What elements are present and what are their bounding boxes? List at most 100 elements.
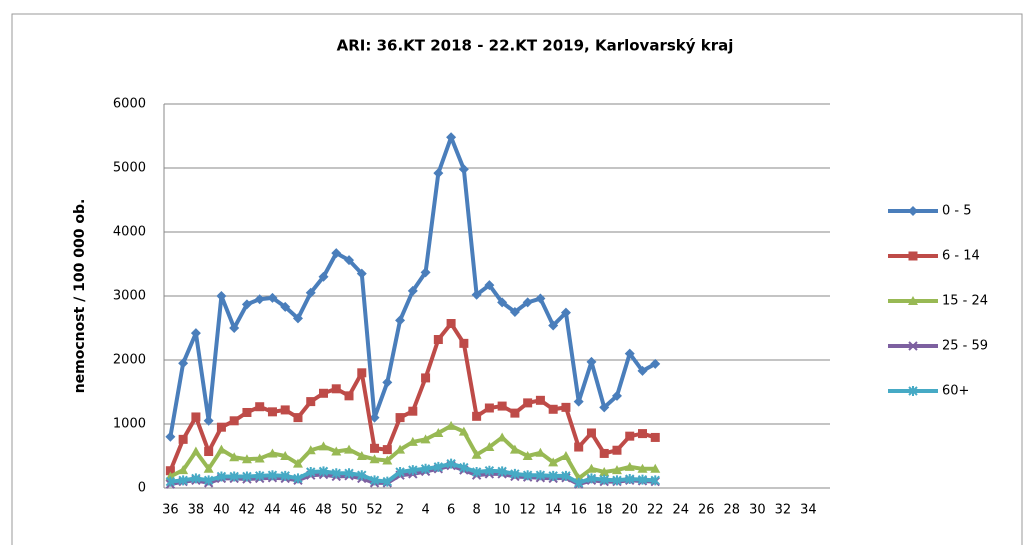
marker bbox=[408, 406, 418, 416]
marker bbox=[178, 465, 189, 475]
marker bbox=[306, 397, 316, 407]
marker bbox=[484, 465, 495, 476]
marker bbox=[420, 463, 431, 474]
x-tick-label: 4 bbox=[421, 503, 429, 518]
marker bbox=[637, 474, 648, 485]
marker bbox=[548, 470, 558, 481]
marker bbox=[522, 470, 533, 481]
marker bbox=[318, 466, 329, 477]
marker bbox=[421, 373, 431, 383]
marker bbox=[178, 358, 189, 369]
legend-label: 6 - 14 bbox=[942, 249, 980, 264]
marker bbox=[624, 348, 635, 359]
x-tick-label: 32 bbox=[775, 503, 792, 518]
marker bbox=[586, 463, 597, 473]
marker bbox=[357, 470, 367, 481]
x-tick-label: 26 bbox=[698, 503, 715, 518]
marker bbox=[472, 411, 482, 421]
marker bbox=[293, 413, 303, 423]
legend-label: 15 - 24 bbox=[942, 294, 988, 309]
x-tick-label: 50 bbox=[341, 503, 358, 518]
marker bbox=[305, 287, 316, 298]
marker bbox=[509, 307, 520, 317]
marker bbox=[637, 463, 648, 473]
marker bbox=[267, 407, 277, 417]
marker bbox=[599, 448, 609, 458]
marker bbox=[255, 402, 265, 412]
marker bbox=[433, 427, 444, 437]
marker bbox=[369, 475, 380, 486]
marker bbox=[548, 457, 559, 467]
marker bbox=[407, 285, 418, 296]
x-tick-label: 36 bbox=[162, 503, 179, 518]
marker bbox=[522, 297, 533, 308]
x-tick-label: 40 bbox=[213, 503, 230, 518]
marker bbox=[178, 475, 188, 486]
y-axis-label: nemocnost / 100 000 ob. bbox=[72, 199, 88, 394]
marker bbox=[650, 475, 660, 486]
marker bbox=[395, 413, 405, 423]
y-tick-label: 6000 bbox=[113, 97, 146, 112]
marker bbox=[178, 434, 188, 444]
marker bbox=[637, 365, 648, 376]
marker bbox=[497, 401, 507, 411]
marker bbox=[510, 408, 520, 418]
x-tick-label: 14 bbox=[545, 503, 562, 518]
marker bbox=[191, 412, 201, 422]
marker bbox=[561, 470, 571, 481]
marker bbox=[458, 164, 469, 175]
marker bbox=[471, 289, 482, 300]
marker bbox=[356, 268, 367, 279]
marker bbox=[497, 297, 508, 308]
marker bbox=[280, 405, 290, 415]
marker bbox=[599, 474, 609, 485]
marker bbox=[216, 291, 227, 301]
y-tick-label: 4000 bbox=[113, 225, 146, 240]
marker bbox=[241, 454, 252, 464]
marker bbox=[599, 467, 610, 476]
marker bbox=[165, 466, 175, 476]
marker bbox=[356, 451, 367, 460]
marker bbox=[548, 404, 558, 414]
x-tick-label: 20 bbox=[621, 503, 638, 518]
marker bbox=[229, 452, 240, 462]
x-tick-label: 48 bbox=[315, 503, 332, 518]
x-tick-label: 8 bbox=[472, 503, 480, 518]
marker bbox=[433, 461, 444, 472]
marker bbox=[306, 467, 316, 477]
x-tick-label: 46 bbox=[290, 503, 307, 518]
marker bbox=[216, 444, 227, 454]
marker bbox=[459, 462, 469, 473]
marker bbox=[650, 358, 661, 369]
marker bbox=[624, 461, 635, 471]
y-tick-label: 1000 bbox=[113, 417, 146, 432]
x-tick-label: 28 bbox=[724, 503, 741, 518]
legend-label: 60+ bbox=[942, 384, 969, 399]
y-tick-label: 3000 bbox=[113, 289, 146, 304]
x-tick-label: 10 bbox=[494, 503, 511, 518]
chart-title: ARI: 36.KT 2018 - 22.KT 2019, Karlovarsk… bbox=[337, 37, 734, 55]
marker bbox=[574, 442, 584, 452]
x-tick-label: 2 bbox=[396, 503, 404, 518]
marker bbox=[625, 431, 635, 441]
marker bbox=[523, 398, 533, 408]
marker bbox=[216, 422, 226, 432]
marker bbox=[638, 429, 647, 439]
x-tick-label: 22 bbox=[647, 503, 664, 518]
x-tick-label: 12 bbox=[519, 503, 536, 518]
marker bbox=[395, 444, 406, 454]
x-tick-label: 44 bbox=[264, 503, 281, 518]
x-tick-label: 30 bbox=[749, 503, 766, 518]
marker bbox=[318, 441, 329, 451]
marker bbox=[254, 294, 265, 305]
marker bbox=[573, 477, 584, 488]
marker bbox=[280, 470, 290, 481]
marker bbox=[650, 432, 660, 442]
marker bbox=[586, 428, 596, 438]
marker bbox=[586, 473, 597, 484]
marker bbox=[241, 299, 252, 310]
marker bbox=[625, 474, 635, 485]
marker bbox=[344, 255, 355, 266]
marker bbox=[191, 473, 201, 484]
marker bbox=[522, 451, 533, 460]
